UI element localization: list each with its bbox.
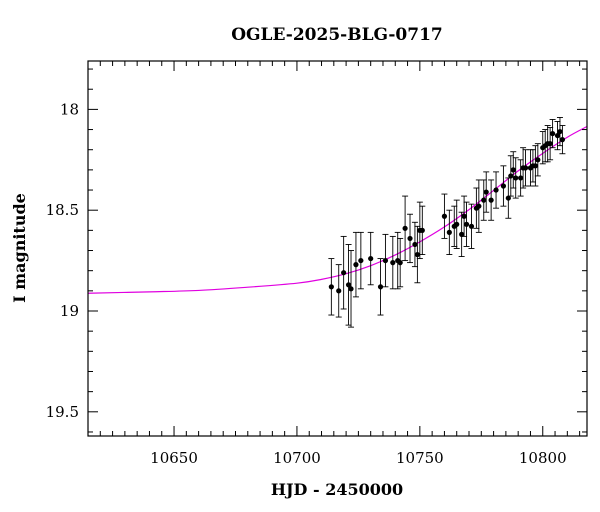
- data-point: [397, 260, 403, 266]
- data-point: [488, 197, 494, 203]
- y-tick-label: 18: [60, 100, 79, 118]
- data-points-layer: [328, 128, 566, 294]
- data-point: [419, 227, 425, 233]
- data-point: [459, 231, 465, 237]
- data-point: [483, 189, 489, 195]
- data-point: [500, 183, 507, 189]
- data-point: [522, 165, 529, 171]
- data-point: [554, 132, 561, 139]
- x-tick-label: 10750: [396, 449, 444, 467]
- data-point: [382, 257, 389, 264]
- data-point: [518, 175, 524, 181]
- data-point: [407, 235, 413, 242]
- data-point: [559, 137, 566, 143]
- y-axis-label: I magnitude: [10, 193, 29, 303]
- data-point: [402, 225, 408, 231]
- chart-title: OGLE-2025-BLG-0717: [231, 25, 443, 45]
- ticks-layer: 10650 10700 10750 10800 18 18.5 19 19.5: [46, 61, 587, 467]
- data-point: [463, 221, 470, 227]
- y-tick-label: 18.5: [46, 201, 79, 219]
- data-point: [412, 241, 418, 248]
- data-point: [348, 286, 354, 292]
- data-point: [535, 157, 541, 163]
- errorbar-layer: [328, 117, 566, 328]
- plot-frame: [87, 60, 588, 437]
- data-point: [414, 251, 420, 258]
- data-point: [508, 173, 514, 179]
- data-point: [481, 197, 487, 203]
- data-point: [549, 130, 556, 137]
- data-point: [557, 128, 563, 135]
- data-point: [353, 262, 359, 268]
- data-point: [368, 255, 374, 262]
- data-point: [341, 270, 347, 276]
- data-point: [441, 213, 448, 219]
- data-point: [513, 175, 519, 181]
- data-point: [328, 284, 334, 290]
- x-tick-label: 10700: [273, 449, 321, 467]
- data-point: [446, 229, 452, 235]
- data-point: [532, 163, 538, 169]
- x-axis-label: HJD - 2450000: [271, 480, 403, 499]
- data-point: [454, 221, 460, 227]
- y-tick-label: 19: [60, 302, 79, 320]
- data-point: [547, 141, 553, 147]
- data-point: [336, 288, 342, 294]
- data-point: [358, 257, 364, 264]
- data-point: [493, 187, 499, 193]
- y-tick-label: 19.5: [46, 403, 79, 421]
- data-point: [476, 203, 482, 209]
- x-tick-label: 10650: [150, 449, 198, 467]
- data-point: [461, 213, 467, 219]
- x-tick-label: 10800: [519, 449, 567, 467]
- data-point: [510, 167, 516, 173]
- data-point: [377, 284, 384, 290]
- data-point: [505, 195, 511, 201]
- data-point: [345, 282, 352, 288]
- data-point: [390, 260, 396, 266]
- data-point: [468, 223, 475, 229]
